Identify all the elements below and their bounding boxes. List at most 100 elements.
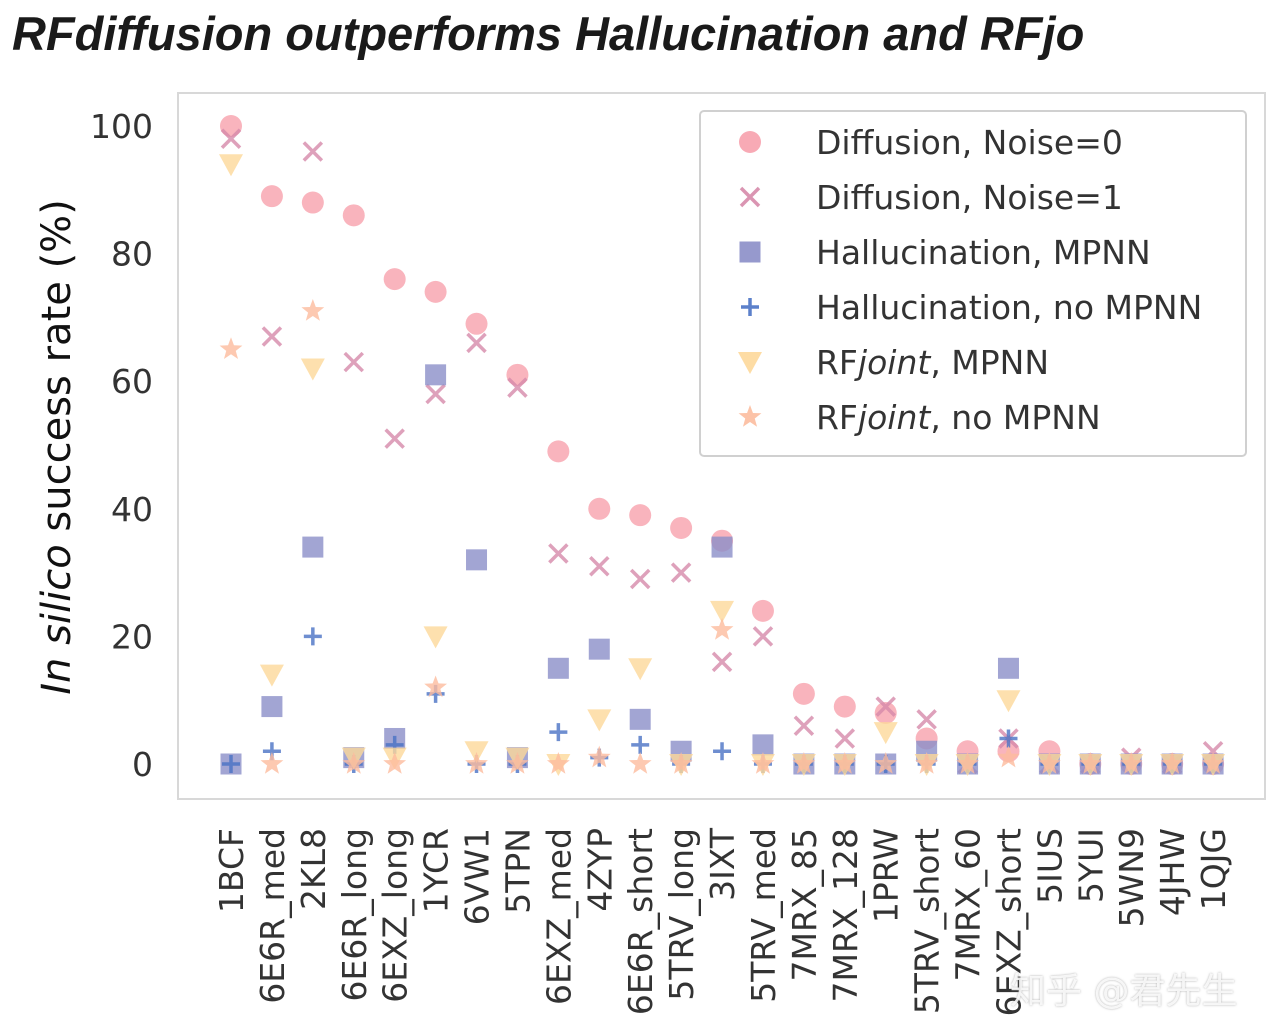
data-point [465, 752, 488, 774]
data-point [342, 752, 366, 774]
data-point [303, 627, 322, 646]
y-tick-label: 20 [111, 617, 153, 656]
data-point [793, 715, 815, 736]
data-point [261, 326, 283, 347]
y-axis-label-rest: success rate (%) [34, 199, 80, 544]
legend-label: RFjoint, MPNN [816, 343, 1049, 382]
data-point [302, 536, 324, 558]
data-point [506, 752, 529, 774]
data-point [546, 752, 570, 774]
legend: Diffusion, Noise=0 Diffusion, Noise=1 Hall… [699, 110, 1247, 457]
data-point [466, 549, 488, 571]
data-point [792, 752, 816, 774]
data-point [833, 695, 856, 718]
svg-text:In silico success rate (%): In silico success rate (%) [34, 199, 80, 695]
data-point [711, 536, 733, 558]
x-tick-label: 5WN9 [1112, 828, 1151, 927]
x-tick-label: 1YCR [417, 828, 456, 913]
x-tick-label: 5TRV_long [662, 828, 701, 1001]
legend-marker [739, 131, 761, 153]
x-tick-label: 5TPN [498, 828, 537, 914]
data-point [465, 312, 488, 335]
data-point [710, 618, 734, 640]
data-point [999, 729, 1018, 748]
data-point [1160, 752, 1184, 774]
data-point [751, 752, 775, 774]
data-point [873, 722, 898, 745]
data-point [710, 600, 735, 623]
chart-title: RFdiffusion outperforms Hallucination an… [12, 7, 1085, 60]
x-tick-label: 6EXZ_short [989, 828, 1028, 1016]
data-point [670, 516, 693, 539]
y-tick-label: 40 [111, 490, 153, 529]
data-points [219, 115, 1226, 776]
data-point [259, 664, 284, 687]
data-point [506, 363, 529, 386]
data-point [997, 745, 1020, 768]
data-point [589, 555, 610, 577]
data-point [588, 638, 610, 660]
y-tick-label: 80 [111, 235, 153, 274]
data-point [424, 280, 447, 303]
x-tick-label: 5IUS [1030, 828, 1069, 904]
data-point [219, 337, 243, 360]
x-tick-label: 4JHW [1153, 828, 1192, 916]
data-point [423, 626, 448, 649]
x-tick-label: 2KL8 [294, 828, 333, 910]
data-point [300, 358, 325, 381]
x-ticks: 1BCF 6E6R_med 2KL8 6E6R_long 6EXZ_long 1YCR 6V… [212, 827, 1233, 1016]
y-axis-label: In silico success rate (%) [34, 199, 80, 695]
data-point [751, 599, 774, 622]
y-axis-label-italic: In silico [34, 544, 80, 695]
legend-box [699, 110, 1247, 457]
data-point [1119, 752, 1143, 774]
data-point [875, 696, 896, 717]
data-point [343, 351, 364, 373]
watermark: 知乎 @君先生 [1010, 971, 1238, 1012]
data-point [997, 657, 1019, 679]
y-tick-label: 100 [90, 107, 153, 146]
data-point [587, 745, 611, 768]
data-point [713, 742, 732, 761]
data-point [302, 141, 324, 162]
data-point [631, 735, 650, 754]
data-point [1037, 752, 1061, 774]
data-point [547, 657, 569, 679]
legend-marker [738, 405, 762, 427]
data-point [507, 377, 528, 398]
x-tick-label: 5YUI [1071, 828, 1110, 903]
x-tick-label: 7MRX_60 [949, 828, 988, 982]
data-point [466, 332, 487, 354]
data-point [752, 734, 774, 756]
y-ticks: 0 20 40 60 80 100 [90, 107, 153, 784]
data-point [792, 682, 815, 705]
data-point [548, 543, 569, 564]
data-point [629, 568, 651, 590]
data-point [629, 504, 652, 527]
series-5 [219, 299, 1225, 774]
data-point [425, 383, 446, 405]
data-point [670, 562, 692, 583]
legend-label: RFjoint, no MPNN [816, 398, 1101, 437]
x-tick-label: 6EXZ_long [376, 828, 415, 1003]
x-tick-label: 3IXT [703, 827, 742, 901]
legend-marker [738, 352, 762, 374]
data-point [219, 154, 243, 177]
data-point [424, 675, 448, 698]
x-tick-label: 6E6R_long [335, 828, 374, 1002]
data-point [996, 690, 1021, 713]
data-point [588, 497, 611, 520]
data-point [587, 709, 612, 732]
x-tick-label: 4ZYP [580, 828, 619, 912]
x-tick-label: 6E6R_med [253, 828, 292, 1004]
data-point [342, 204, 365, 227]
legend-label: Diffusion, Noise=0 [816, 123, 1123, 162]
data-point [629, 708, 651, 730]
data-point [549, 723, 568, 742]
data-point [301, 299, 325, 321]
data-point [261, 696, 283, 718]
data-point [383, 752, 407, 774]
x-tick-label: 7MRX_128 [826, 828, 865, 1003]
data-point [220, 115, 242, 137]
